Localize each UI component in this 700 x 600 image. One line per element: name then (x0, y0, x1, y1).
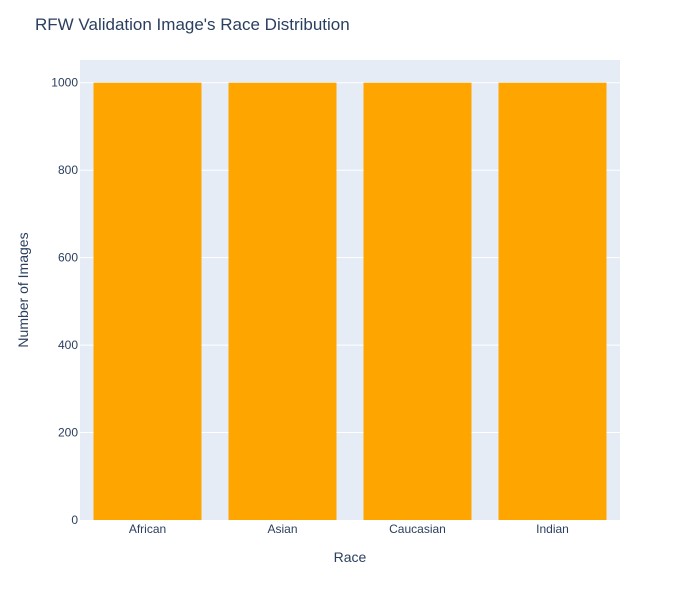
y-tick-label: 400 (58, 338, 78, 352)
bar-african (93, 82, 202, 520)
y-tick-label: 0 (71, 513, 78, 527)
chart-title: RFW Validation Image's Race Distribution (35, 15, 350, 34)
y-tick-label: 600 (58, 251, 78, 265)
bars (93, 82, 607, 520)
bar-indian (498, 82, 607, 520)
x-tick-label: Indian (536, 522, 569, 536)
x-tick-label: Asian (267, 522, 297, 536)
y-tick-label: 800 (58, 163, 78, 177)
x-axis-title: Race (334, 549, 367, 565)
x-axis-ticks: African Asian Caucasian Indian (129, 522, 569, 536)
bar-asian (228, 82, 337, 520)
bar-caucasian (363, 82, 472, 520)
y-axis-ticks: 0 200 400 600 800 1000 (51, 76, 78, 527)
x-tick-label: African (129, 522, 166, 536)
x-tick-label: Caucasian (389, 522, 446, 536)
y-axis-title: Number of Images (15, 232, 31, 347)
y-tick-label: 1000 (51, 76, 78, 90)
y-tick-label: 200 (58, 426, 78, 440)
